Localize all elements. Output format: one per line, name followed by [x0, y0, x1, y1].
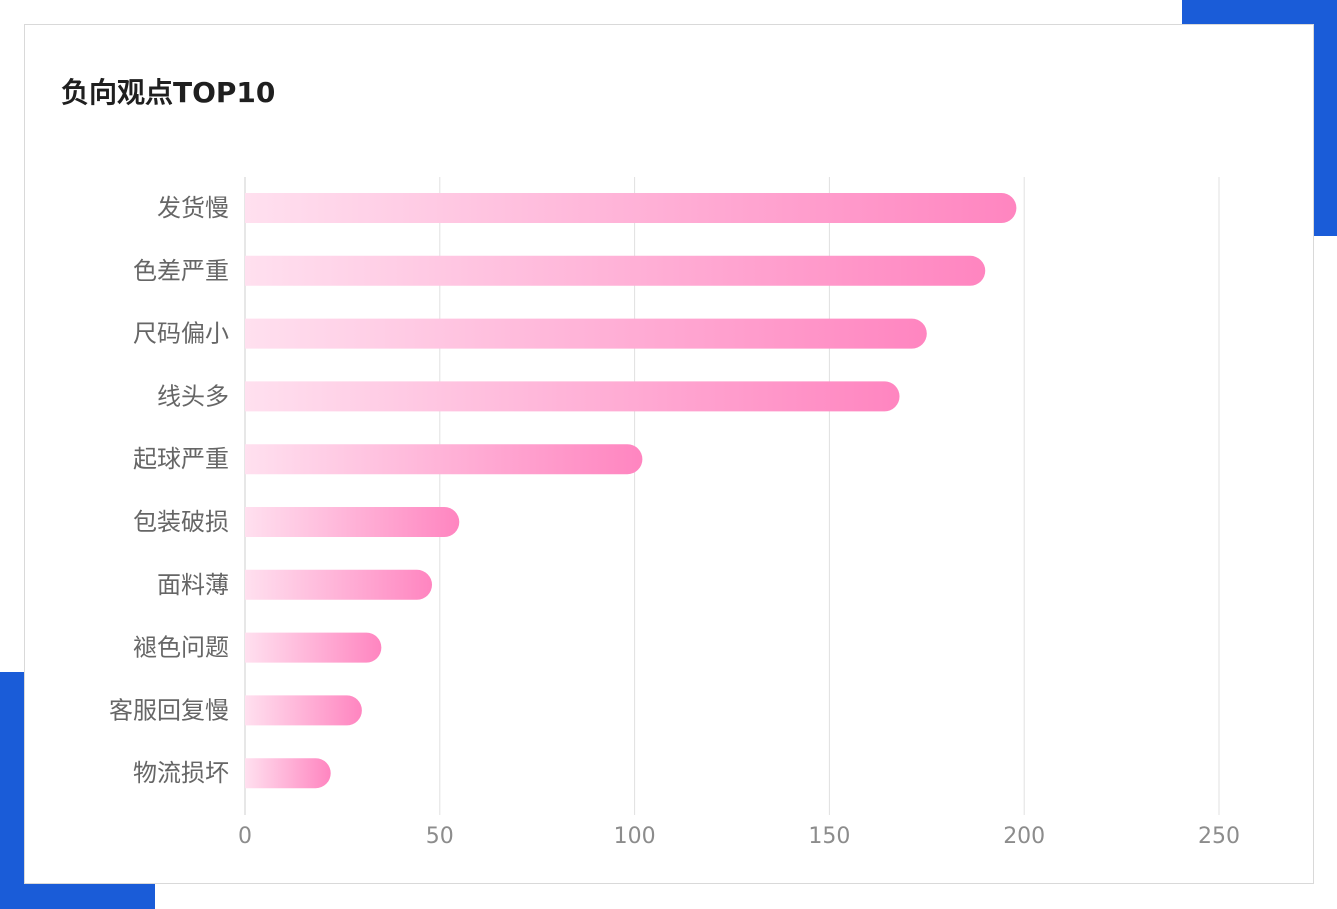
bar: [245, 255, 986, 286]
category-label: 褪色问题: [133, 634, 229, 662]
bar: [245, 193, 1017, 223]
x-tick-label: 50: [426, 824, 454, 849]
x-tick-labels: 0 50 100 150 200 250: [238, 824, 1240, 849]
bar: [245, 507, 460, 537]
chart-title: 负向观点TOP10: [61, 76, 276, 109]
category-label: 面料薄: [157, 571, 229, 599]
category-label: 物流损坏: [133, 759, 229, 787]
category-label: 色差严重: [133, 257, 229, 285]
category-label: 尺码偏小: [133, 320, 229, 348]
chart-card: 负向观点TOP10 发货慢色差严重尺码偏小线头多起球严重包装破损面料薄褪色问题客…: [24, 24, 1314, 884]
bar: [245, 632, 382, 663]
x-tick-label: 200: [1003, 824, 1045, 849]
category-label: 发货慢: [157, 194, 229, 222]
bar: [245, 569, 433, 600]
bar: [245, 758, 331, 789]
category-label: 线头多: [157, 382, 229, 410]
x-tick-label: 0: [238, 824, 252, 849]
bar: [245, 695, 362, 726]
x-tick-label: 150: [808, 824, 850, 849]
category-label: 起球严重: [133, 445, 229, 473]
bar: [245, 318, 927, 349]
category-label: 客服回复慢: [109, 696, 229, 724]
x-tick-label: 250: [1198, 824, 1240, 849]
category-label: 包装破损: [133, 508, 229, 536]
x-tick-label: 100: [614, 824, 656, 849]
bar: [245, 381, 900, 412]
bar: [245, 444, 643, 475]
bars: [245, 193, 1017, 789]
